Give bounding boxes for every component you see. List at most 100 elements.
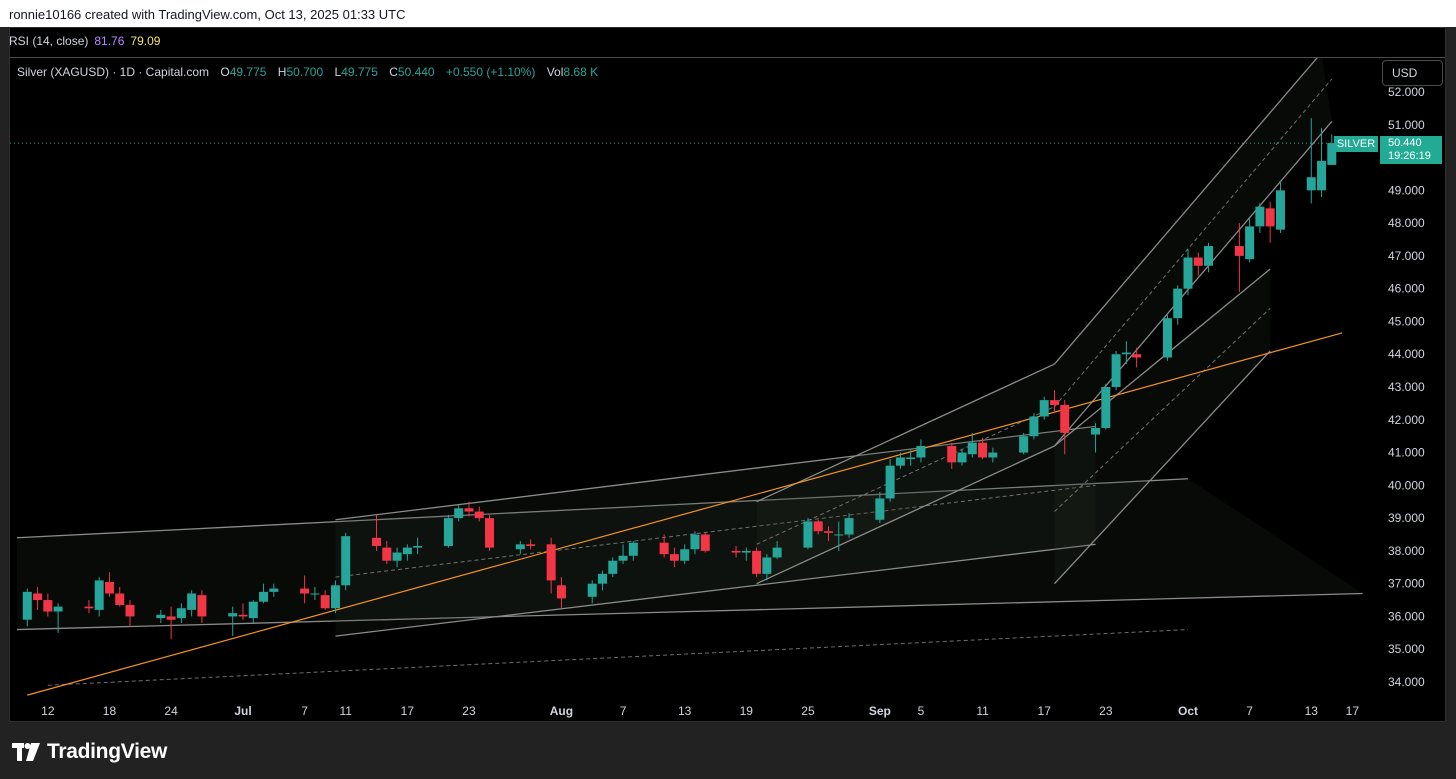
- candle-body: [402, 547, 412, 555]
- bar-countdown: 19:26:19: [1388, 150, 1431, 162]
- x-axis-tick-label: Aug: [550, 704, 573, 718]
- candle-body: [803, 521, 813, 548]
- candle-body: [341, 536, 351, 586]
- candle-body: [125, 604, 135, 617]
- tradingview-brand: TradingView: [47, 740, 168, 763]
- open-label: O: [220, 65, 230, 79]
- channel-long-lower: [17, 592, 1363, 631]
- y-axis-tick-label: 46.000: [1388, 282, 1425, 296]
- candle-body: [1019, 436, 1029, 453]
- x-axis-tick-label: 13: [678, 704, 692, 718]
- currency-button[interactable]: USD: [1382, 60, 1443, 86]
- x-axis-tick-label: 17: [1038, 704, 1052, 718]
- y-axis-tick-label: 36.000: [1388, 609, 1425, 623]
- channel-long-upper: [16, 478, 1189, 539]
- candle-body: [1327, 143, 1337, 165]
- candle-body: [844, 518, 854, 535]
- candle-body: [875, 498, 885, 520]
- channel-july-fill: [335, 426, 1096, 637]
- candle-body: [628, 542, 638, 556]
- orange-trendline: [27, 332, 1343, 696]
- candle-body: [197, 595, 207, 617]
- candle-body: [1183, 257, 1193, 289]
- channel-sep-median: [1054, 307, 1271, 512]
- channel-aug-upper: [756, 363, 1055, 503]
- symbol-legend: Silver (XAGUSD) · 1D · Capital.com O 49.7…: [17, 63, 598, 81]
- rsi-label: RSI (14, close): [9, 34, 89, 48]
- y-axis-tick-label: 43.000: [1388, 380, 1425, 394]
- candle-body: [823, 531, 833, 533]
- last-price-tag: 50.440 19:26:19: [1380, 136, 1442, 164]
- x-axis-tick-label: 18: [103, 704, 117, 718]
- candle-body: [176, 608, 186, 619]
- candle-body: [187, 593, 197, 610]
- candle-body: [43, 600, 53, 612]
- candle-body: [238, 614, 248, 617]
- rsi-value-2: 79.09: [130, 34, 161, 48]
- y-axis-tick-label: 49.000: [1388, 183, 1425, 197]
- candle-body: [700, 534, 710, 551]
- candle-body: [84, 606, 94, 609]
- candle-body: [330, 585, 340, 609]
- change-value: +0.550 (+1.10%): [445, 65, 536, 79]
- x-axis-tick-label: 12: [41, 704, 55, 718]
- channel-steep-median: [1054, 78, 1333, 407]
- pane-divider[interactable]: [10, 57, 1445, 58]
- low-value: 49.775: [341, 65, 378, 79]
- candle-body: [33, 593, 43, 601]
- candle-body: [464, 508, 474, 512]
- candle-body: [413, 545, 423, 548]
- candle-body: [156, 614, 166, 619]
- channel-long-median: [47, 629, 1189, 686]
- y-axis-tick-label: 40.000: [1388, 478, 1425, 492]
- channel-sep-fill: [1054, 269, 1271, 584]
- y-axis-tick-label: 48.000: [1388, 216, 1425, 230]
- y-axis-tick-label: 38.000: [1388, 544, 1425, 558]
- candle-body: [526, 544, 536, 546]
- y-axis-tick-label: 44.000: [1388, 347, 1425, 361]
- candle-body: [310, 593, 320, 595]
- candle-body: [1275, 190, 1285, 230]
- x-axis-tick-label: 17: [401, 704, 415, 718]
- x-axis-tick-label: 24: [164, 704, 178, 718]
- channel-long-fill: [17, 478, 1363, 630]
- y-axis-tick-label: 52.000: [1388, 85, 1425, 99]
- candle-body: [598, 573, 608, 584]
- candle-body: [392, 552, 402, 561]
- x-axis-tick-label: 7: [301, 704, 308, 718]
- candle-body: [1265, 208, 1275, 227]
- channel-july-upper: [335, 425, 1096, 521]
- plot-area: [10, 58, 1375, 696]
- candle-body: [248, 601, 258, 619]
- candle-body: [752, 550, 762, 574]
- candle-body: [1121, 352, 1131, 355]
- x-axis-tick-label: 11: [976, 704, 989, 718]
- candle-body: [382, 547, 392, 561]
- candle-body: [669, 554, 679, 561]
- tradingview-logo-icon: [12, 743, 40, 761]
- candle-body: [813, 521, 823, 532]
- candle-body: [1204, 246, 1214, 266]
- candle-body: [772, 547, 782, 558]
- candle-body: [988, 452, 998, 458]
- candle-body: [762, 557, 772, 574]
- candle-body: [320, 595, 330, 609]
- channel-aug-lower: [756, 445, 1055, 585]
- x-axis-tick-label: 23: [1099, 704, 1113, 718]
- tradingview-logo[interactable]: TradingView: [12, 738, 167, 766]
- candle-body: [1306, 177, 1316, 191]
- channel-steep-fill: [1054, 58, 1332, 446]
- candle-body: [957, 452, 967, 463]
- candle-body: [515, 544, 525, 550]
- low-label: L: [334, 65, 342, 79]
- candle-body: [1162, 318, 1172, 358]
- candle-body: [967, 442, 977, 455]
- candle-body: [1111, 354, 1121, 387]
- symbol-name: Silver (XAGUSD) · 1D · Capital.com: [17, 65, 210, 79]
- candle-body: [587, 583, 597, 597]
- chart-credit-header: ronnie10166 created with TradingView.com…: [0, 0, 1456, 27]
- candle-body: [608, 560, 618, 574]
- x-axis-tick-label: 7: [1246, 704, 1253, 718]
- candle-body: [269, 588, 279, 592]
